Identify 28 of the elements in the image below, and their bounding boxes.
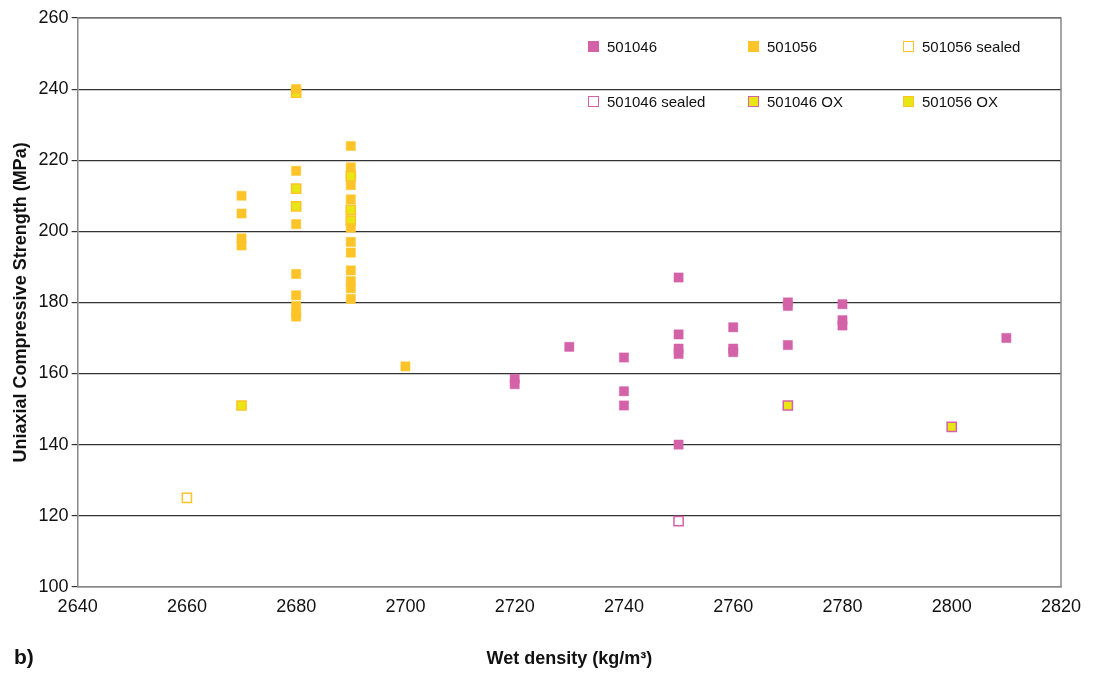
x-tick-label: 2680 [276, 595, 317, 616]
x-tick-label: 2800 [931, 595, 972, 616]
y-tick-label: 260 [38, 6, 69, 27]
x-tick-label: 2660 [166, 595, 207, 616]
y-tick-label: 140 [38, 433, 69, 454]
text: b) [14, 645, 34, 669]
y-axis-title: Uniaxial Compressive Strength (MPa) [9, 142, 30, 463]
y-tick-label: 120 [38, 504, 69, 525]
x-tick-label: 2820 [1040, 595, 1082, 616]
x-tick-label: 2740 [603, 595, 644, 616]
y-tick-label: 160 [38, 362, 69, 383]
legend-label: 501046 [607, 38, 658, 55]
legend-label: 501056 [767, 38, 818, 55]
legend-label: 501046 sealed [607, 93, 706, 110]
legend-label: 501046 OX [767, 93, 843, 110]
x-tick-label: 2760 [713, 595, 754, 616]
x-tick-label: 2720 [494, 595, 535, 616]
legend-label: 501056 OX [922, 93, 998, 110]
y-tick-label: 200 [38, 220, 69, 241]
x-tick-label: 2780 [822, 595, 863, 616]
y-tick-label: 220 [38, 149, 69, 170]
legend-label: 501056 sealed [922, 38, 1021, 55]
x-tick-label: 2700 [385, 595, 426, 616]
y-tick-label: 180 [38, 291, 69, 312]
x-tick-label: 2640 [57, 595, 98, 616]
y-tick-label: 240 [38, 78, 69, 99]
x-axis-title: Wet density (kg/m³) [486, 648, 653, 669]
y-tick-label: 100 [38, 575, 69, 596]
